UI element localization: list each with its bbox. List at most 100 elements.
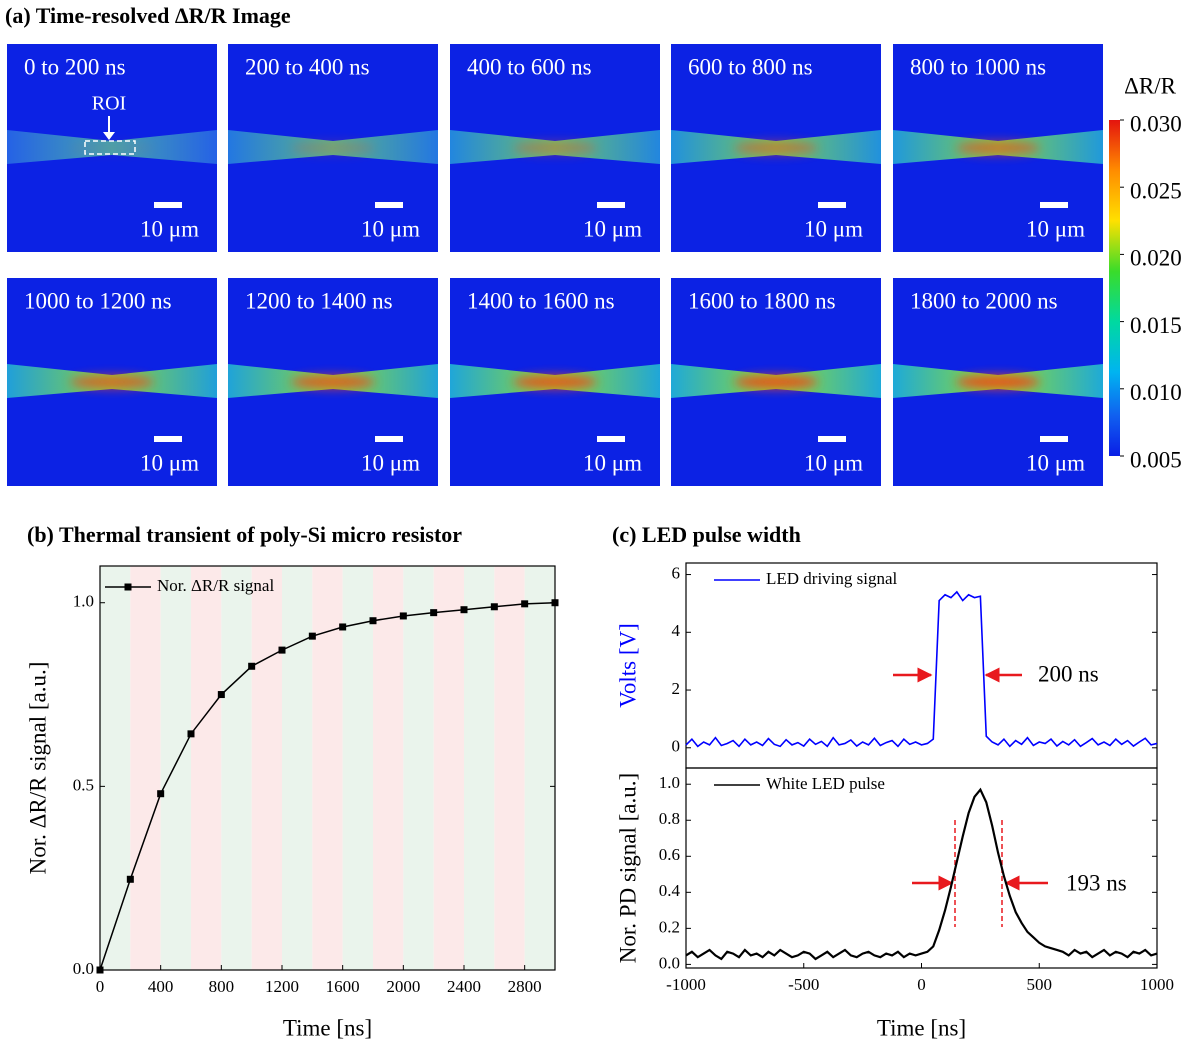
- x-tick-label: 2400: [447, 977, 481, 996]
- series-line: [99, 601, 556, 971]
- background-band: [373, 566, 404, 970]
- background-band: [464, 566, 495, 970]
- roi-label: ROI: [92, 93, 126, 115]
- panel-title: (b) Thermal transient of poly-Si micro r…: [27, 522, 462, 547]
- roi-box: [84, 140, 136, 155]
- background-band: [524, 566, 555, 970]
- x-tick-label: 1200: [265, 977, 299, 996]
- hot-spot: [291, 141, 375, 155]
- background-band: [282, 566, 313, 970]
- x-tick-label: 400: [148, 977, 174, 996]
- scale-bar: [597, 436, 625, 442]
- x-tick-label: -1000: [666, 975, 706, 994]
- hot-spot: [734, 375, 818, 389]
- y-tick-label: 0.0: [73, 959, 94, 978]
- hot-spot: [70, 141, 154, 155]
- y-tick-label: 0.8: [659, 809, 680, 828]
- y-tick-label: 6: [672, 563, 681, 582]
- scale-bar-label: 10 μm: [140, 216, 199, 241]
- y-axis-label: Nor. ΔR/R signal [a.u.]: [25, 662, 50, 875]
- x-tick-label: 500: [1027, 975, 1053, 994]
- y-tick-label: 0.6: [659, 845, 680, 864]
- series-line: [685, 787, 1158, 961]
- image-tile: 600 to 800 ns 10 μm: [671, 44, 881, 252]
- data-point: [399, 612, 407, 620]
- data-point: [187, 730, 195, 738]
- y-tick-label: 0.2: [659, 917, 680, 936]
- tile-label: 1600 to 1800 ns: [688, 288, 836, 313]
- image-tile: 0 to 200 ns 10 μm ROI: [7, 44, 217, 252]
- scale-bar-label: 10 μm: [583, 216, 642, 241]
- scale-bar-label: 10 μm: [361, 216, 420, 241]
- background-band: [433, 566, 464, 970]
- colorbar-tick-label: 0.010: [1130, 380, 1182, 405]
- tile-label: 200 to 400 ns: [245, 54, 370, 79]
- data-point: [339, 623, 347, 631]
- roi-arrowhead: [103, 132, 115, 140]
- data-point: [521, 600, 529, 608]
- background-band: [221, 566, 252, 970]
- colorbar-tick-label: 0.025: [1130, 178, 1182, 203]
- panel-title: (c) LED pulse width: [612, 522, 801, 547]
- legend-symbol: [124, 583, 132, 591]
- panel-title: (a) Time-resolved ΔR/R Image: [5, 3, 291, 28]
- legend-label: Nor. ΔR/R signal: [157, 576, 274, 595]
- x-tick-label: 0: [917, 975, 926, 994]
- image-tile: 800 to 1000 ns 10 μm: [893, 44, 1103, 252]
- scale-bar: [154, 436, 182, 442]
- x-axis-label: Time [ns]: [283, 1015, 372, 1040]
- tile-label: 0 to 200 ns: [24, 54, 126, 79]
- y-tick-label: 0.4: [659, 881, 681, 900]
- hot-spot: [70, 375, 154, 389]
- scale-bar-label: 10 μm: [140, 450, 199, 475]
- scale-bar: [1040, 436, 1068, 442]
- background-band: [251, 566, 282, 970]
- background-band: [403, 566, 434, 970]
- colorbar-label: ΔR/R: [1124, 73, 1177, 98]
- data-point: [460, 606, 468, 614]
- image-tile: 1400 to 1600 ns 10 μm: [450, 278, 660, 486]
- colorbar-tick-label: 0.015: [1130, 313, 1182, 338]
- scale-bar: [375, 202, 403, 208]
- scale-bar-label: 10 μm: [361, 450, 420, 475]
- colorbar-tick-label: 0.005: [1130, 447, 1182, 472]
- data-point: [248, 662, 256, 670]
- scale-bar-label: 10 μm: [1026, 450, 1085, 475]
- x-tick-label: 1600: [326, 977, 360, 996]
- scale-bar-label: 10 μm: [1026, 216, 1085, 241]
- y-tick-label: 0.0: [659, 953, 680, 972]
- scale-bar-label: 10 μm: [804, 450, 863, 475]
- data-point: [217, 691, 225, 699]
- x-tick-label: -500: [788, 975, 819, 994]
- x-tick-label: 1000: [1140, 975, 1174, 994]
- tile-label: 600 to 800 ns: [688, 54, 813, 79]
- y-tick-label: 0: [672, 737, 681, 756]
- y-tick-label: 1.0: [659, 773, 680, 792]
- legend-label: White LED pulse: [766, 774, 885, 793]
- background-band: [100, 566, 131, 970]
- colorbar: [1109, 120, 1120, 456]
- image-tile: 400 to 600 ns 10 μm: [450, 44, 660, 252]
- hot-spot: [956, 375, 1040, 389]
- tile-label: 1000 to 1200 ns: [24, 288, 172, 313]
- legend-label: LED driving signal: [766, 569, 898, 588]
- y-tick-label: 4: [672, 621, 681, 640]
- y-axis-label: Volts [V]: [615, 623, 640, 708]
- hot-spot: [291, 375, 375, 389]
- hot-spot: [956, 141, 1040, 155]
- hot-spot: [513, 375, 597, 389]
- data-point: [278, 646, 286, 654]
- tile-label: 1200 to 1400 ns: [245, 288, 393, 313]
- tile-label: 800 to 1000 ns: [910, 54, 1046, 79]
- plot-frame: [99, 565, 556, 971]
- data-point: [369, 617, 377, 625]
- colorbar-tick-label: 0.030: [1130, 111, 1182, 136]
- tile-label: 1400 to 1600 ns: [467, 288, 615, 313]
- data-point: [430, 609, 438, 617]
- image-tile: 1800 to 2000 ns 10 μm: [893, 278, 1103, 486]
- plot-frame: [685, 767, 1158, 969]
- x-tick-label: 2800: [508, 977, 542, 996]
- y-tick-label: 1.0: [73, 592, 94, 611]
- background-band: [191, 566, 222, 970]
